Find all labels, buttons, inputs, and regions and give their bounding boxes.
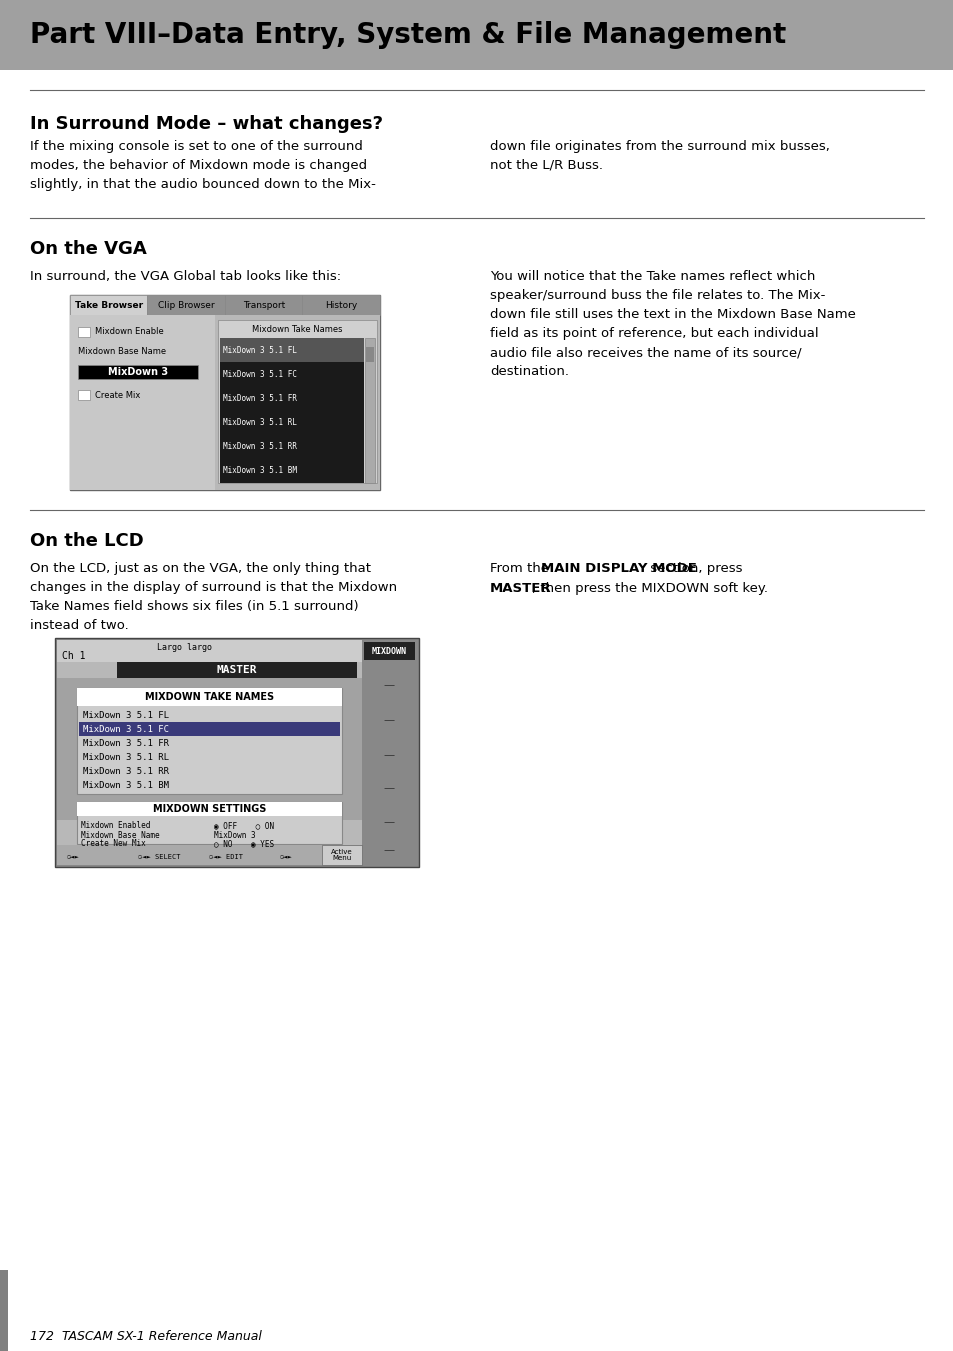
Text: Clip Browser: Clip Browser — [158, 300, 214, 309]
Bar — [77, 802, 341, 844]
Text: 172  TASCAM SX-1 Reference Manual: 172 TASCAM SX-1 Reference Manual — [30, 1329, 262, 1343]
Bar — [57, 678, 361, 820]
Text: Mixdown Enable: Mixdown Enable — [95, 327, 164, 336]
Bar — [79, 708, 339, 721]
Text: On the VGA: On the VGA — [30, 240, 147, 258]
Text: MixDown 3 5.1 FR: MixDown 3 5.1 FR — [223, 394, 296, 403]
Text: MixDown 3 5.1 BM: MixDown 3 5.1 BM — [83, 781, 169, 789]
Text: MASTER: MASTER — [490, 582, 551, 594]
Bar — [361, 640, 416, 865]
Text: MixDown 3 5.1 BM: MixDown 3 5.1 BM — [223, 466, 296, 476]
Text: Mixdown Base Name: Mixdown Base Name — [78, 347, 166, 357]
Bar — [55, 638, 418, 867]
Bar — [366, 347, 374, 362]
Bar — [79, 721, 339, 736]
Bar — [302, 295, 379, 315]
Text: Active
Menu: Active Menu — [331, 848, 353, 862]
Bar — [0, 1270, 8, 1351]
Bar — [70, 315, 379, 490]
Text: In surround, the VGA Global tab looks like this:: In surround, the VGA Global tab looks li… — [30, 270, 341, 282]
Text: MixDown 3 5.1 FL: MixDown 3 5.1 FL — [83, 711, 169, 720]
Text: MixDown 3 5.1 RL: MixDown 3 5.1 RL — [83, 753, 169, 762]
Text: Mixdown Take Names: Mixdown Take Names — [252, 326, 342, 334]
Text: MixDown 3: MixDown 3 — [214, 831, 255, 839]
Text: Part VIII–Data Entry, System & File Management: Part VIII–Data Entry, System & File Mana… — [30, 22, 785, 49]
Text: ⚆◄►: ⚆◄► — [67, 854, 80, 861]
Text: ⚆◄► EDIT: ⚆◄► EDIT — [209, 854, 243, 861]
Text: , then press the MIXDOWN soft key.: , then press the MIXDOWN soft key. — [532, 582, 767, 594]
Text: Ch 1: Ch 1 — [62, 651, 86, 661]
Bar — [78, 390, 90, 400]
Bar — [322, 844, 361, 865]
Bar — [220, 338, 364, 362]
Bar — [77, 802, 341, 816]
Text: History: History — [325, 300, 357, 309]
Text: If the mixing console is set to one of the surround
modes, the behavior of Mixdo: If the mixing console is set to one of t… — [30, 141, 375, 190]
Text: MixDown 3: MixDown 3 — [108, 367, 168, 377]
Text: down file originates from the surround mix busses,
not the L/R Buss.: down file originates from the surround m… — [490, 141, 829, 172]
Text: Create Mix: Create Mix — [95, 390, 140, 400]
Text: Largo largo: Largo largo — [157, 643, 212, 653]
Text: —: — — [383, 784, 395, 793]
Text: section, press: section, press — [645, 562, 741, 576]
Text: MixDown 3 5.1 FL: MixDown 3 5.1 FL — [223, 346, 296, 354]
Bar — [57, 844, 361, 865]
Text: Take Browser: Take Browser — [74, 300, 143, 309]
Bar — [70, 295, 379, 490]
Bar — [225, 295, 302, 315]
Text: MixDown 3 5.1 FR: MixDown 3 5.1 FR — [83, 739, 169, 747]
Text: MIXDOWN TAKE NAMES: MIXDOWN TAKE NAMES — [145, 692, 274, 703]
Bar — [70, 315, 214, 490]
Text: MixDown 3 5.1 FC: MixDown 3 5.1 FC — [83, 724, 169, 734]
Bar — [70, 295, 379, 315]
Text: —: — — [383, 844, 395, 855]
Bar — [218, 320, 376, 484]
Text: MixDown 3 5.1 FC: MixDown 3 5.1 FC — [223, 370, 296, 378]
Text: ⚆◄►: ⚆◄► — [280, 854, 293, 861]
Bar — [77, 688, 341, 794]
Text: MIXDOWN: MIXDOWN — [372, 647, 407, 655]
Bar — [117, 662, 356, 678]
Text: MixDown 3 5.1 RL: MixDown 3 5.1 RL — [223, 417, 296, 427]
Bar — [78, 365, 198, 380]
Text: ◉ OFF    ○ ON: ◉ OFF ○ ON — [214, 821, 274, 831]
Text: MAIN DISPLAY MODE: MAIN DISPLAY MODE — [540, 562, 696, 576]
Text: From the: From the — [490, 562, 553, 576]
Text: —: — — [383, 817, 395, 827]
Text: MixDown 3 5.1 RR: MixDown 3 5.1 RR — [83, 766, 169, 775]
Text: ○ NO    ◉ YES: ○ NO ◉ YES — [214, 839, 274, 848]
Text: —: — — [383, 680, 395, 690]
Bar — [57, 640, 416, 865]
Bar — [148, 295, 225, 315]
Bar — [365, 338, 375, 484]
Bar — [70, 295, 148, 315]
Bar — [364, 642, 415, 661]
Bar — [0, 0, 953, 70]
Bar — [77, 688, 341, 707]
Text: MIXDOWN SETTINGS: MIXDOWN SETTINGS — [152, 804, 266, 815]
Text: Mixdown Enabled: Mixdown Enabled — [81, 821, 151, 831]
Text: On the LCD, just as on the VGA, the only thing that
changes in the display of su: On the LCD, just as on the VGA, the only… — [30, 562, 396, 632]
Bar — [57, 640, 361, 662]
Text: Transport: Transport — [242, 300, 285, 309]
Text: —: — — [383, 750, 395, 761]
Text: —: — — [383, 715, 395, 725]
Text: In Surround Mode – what changes?: In Surround Mode – what changes? — [30, 115, 382, 132]
Bar — [220, 338, 364, 484]
Text: You will notice that the Take names reflect which
speaker/surround buss the file: You will notice that the Take names refl… — [490, 270, 855, 378]
Bar — [78, 327, 90, 336]
Text: Create New Mix: Create New Mix — [81, 839, 146, 848]
Text: Mixdown Base Name: Mixdown Base Name — [81, 831, 159, 839]
Text: MixDown 3 5.1 RR: MixDown 3 5.1 RR — [223, 442, 296, 451]
Text: MASTER: MASTER — [216, 665, 257, 676]
Text: On the LCD: On the LCD — [30, 532, 144, 550]
Text: ⚆◄► SELECT: ⚆◄► SELECT — [138, 854, 180, 861]
